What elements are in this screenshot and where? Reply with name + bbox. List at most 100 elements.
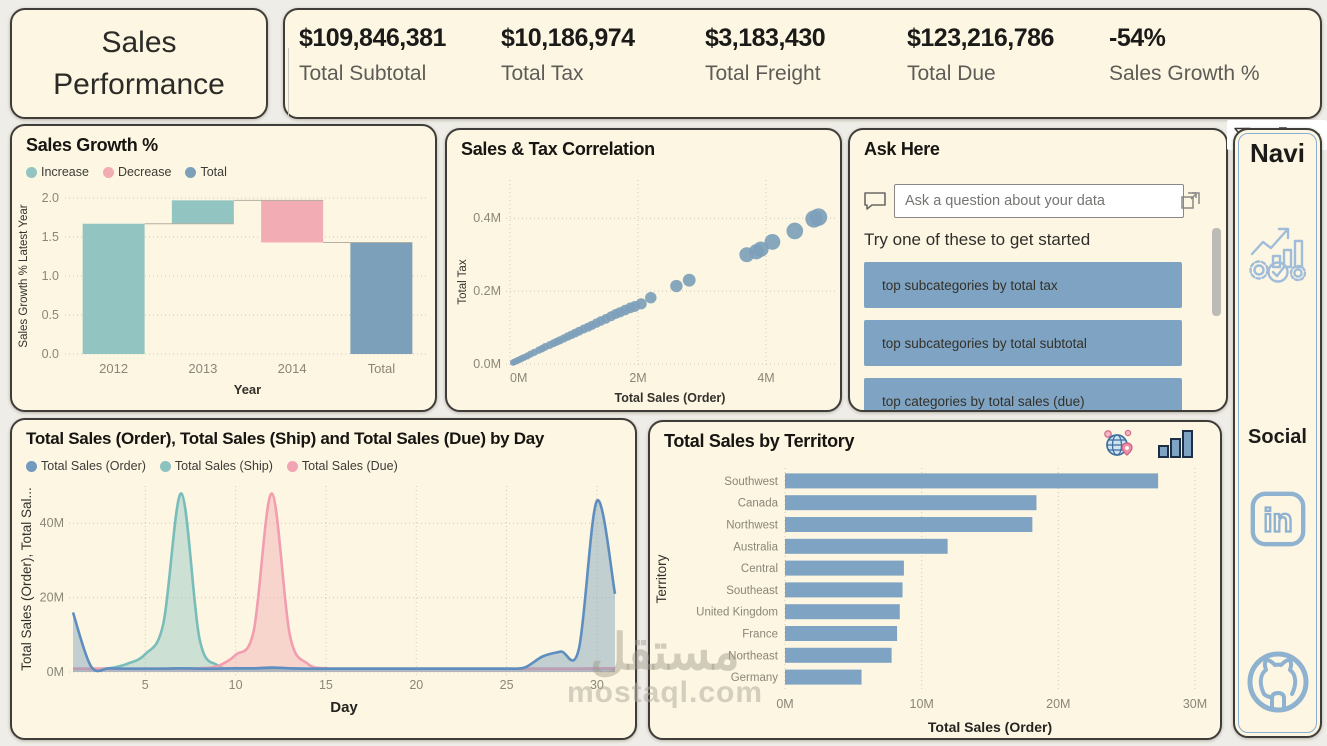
kpi-total-due: $123,216,786 Total Due — [907, 24, 1107, 86]
legend-label: Increase — [41, 165, 89, 179]
qa-question-input[interactable] — [894, 184, 1184, 218]
svg-text:Sales Growth % Latest Year: Sales Growth % Latest Year — [18, 204, 30, 347]
scatter-panel: Sales & Tax Correlation 0M 2M 4M 0.0M 0.2M 0.… — [445, 128, 842, 412]
svg-text:0M: 0M — [47, 665, 64, 679]
qa-suggestion-button[interactable]: top categories by total sales (due) — [864, 378, 1182, 410]
svg-text:Northeast: Northeast — [728, 650, 779, 662]
kpi-label: Sales Growth % — [1109, 62, 1260, 85]
panel-title: Total Sales (Order), Total Sales (Ship) … — [26, 429, 545, 448]
kpi-label: Total Subtotal — [299, 62, 427, 85]
svg-text:1.0: 1.0 — [42, 269, 59, 283]
kpi-label: Total Freight — [705, 62, 821, 85]
github-icon[interactable] — [1244, 648, 1312, 716]
linkedin-icon[interactable]: in — [1247, 488, 1309, 550]
panel-title: Sales Growth % — [26, 135, 158, 155]
svg-text:2012: 2012 — [99, 361, 128, 376]
qa-suggestion-button[interactable]: top subcategories by total tax — [864, 262, 1182, 308]
legend-label: Decrease — [117, 165, 172, 179]
qa-suggestion-button[interactable]: top subcategories by total subtotal — [864, 320, 1182, 366]
legend-label: Total Sales (Due) — [301, 459, 398, 473]
legend-label: Total — [200, 165, 227, 179]
svg-text:10: 10 — [229, 678, 243, 692]
svg-text:0M: 0M — [510, 371, 527, 385]
legend-item[interactable]: Increase — [26, 165, 89, 179]
svg-text:France: France — [742, 629, 778, 641]
svg-text:15: 15 — [319, 678, 333, 692]
kpi-card: $109,846,381 Total Subtotal $10,186,974 … — [283, 8, 1322, 119]
kpi-value: $3,183,430 — [705, 24, 826, 52]
svg-text:0.5: 0.5 — [42, 308, 59, 322]
svg-text:10M: 10M — [910, 697, 934, 711]
qa-suggestion-label: top subcategories by total subtotal — [882, 335, 1087, 351]
waterfall-legend: Increase Decrease Total — [26, 165, 227, 179]
day-chart[interactable]: 5 10 15 20 25 30 0M 20M 40M Day Total Sales (Order… — [15, 480, 634, 736]
svg-text:Total Sales (Order), Total Sal: Total Sales (Order), Total Sal... — [19, 487, 34, 671]
svg-text:Southwest: Southwest — [724, 476, 779, 488]
svg-text:2014: 2014 — [278, 361, 307, 376]
svg-text:30M: 30M — [1183, 697, 1207, 711]
legend-label: Total Sales (Ship) — [174, 459, 273, 473]
svg-text:2.0: 2.0 — [42, 191, 59, 205]
speech-bubble-icon — [864, 192, 886, 210]
due-dot-icon — [286, 460, 298, 472]
legend-item[interactable]: Total Sales (Ship) — [159, 459, 273, 473]
bar-chart-icon[interactable] — [1156, 428, 1196, 460]
svg-text:Australia: Australia — [733, 541, 778, 553]
svg-text:Germany: Germany — [731, 672, 779, 684]
nav-title: Navi — [1250, 138, 1305, 168]
kpi-value: $123,216,786 — [907, 24, 1054, 52]
svg-text:0.4M: 0.4M — [473, 211, 501, 225]
social-label: Social — [1248, 426, 1307, 448]
svg-text:Total: Total — [368, 361, 396, 376]
qa-suggestion-label: top categories by total sales (due) — [882, 393, 1085, 409]
title-card: Sales Performance — [10, 8, 268, 119]
svg-text:Total Tax: Total Tax — [457, 259, 469, 304]
kpi-total-subtotal: $109,846,381 Total Subtotal — [299, 24, 499, 86]
kpi-total-tax: $10,186,974 Total Tax — [501, 24, 701, 86]
territory-chart[interactable]: 0M 10M 20M 30M Southwest Canada Northwest Austr… — [652, 464, 1218, 736]
qa-helper-text: Try one of these to get started — [864, 230, 1091, 249]
order-dot-icon — [26, 460, 37, 472]
svg-text:United Kingdom: United Kingdom — [696, 607, 778, 619]
kpi-label: Total Due — [907, 62, 996, 85]
kpi-label: Total Tax — [501, 62, 584, 85]
waterfall-chart[interactable]: 0.0 0.5 1.0 1.5 2.0 2012 2013 2014 Total Year Sale… — [13, 184, 436, 410]
svg-text:Total Sales (Order): Total Sales (Order) — [615, 391, 726, 405]
qa-scrollbar-thumb[interactable] — [1212, 228, 1221, 316]
svg-text:0.0M: 0.0M — [473, 357, 501, 371]
legend-item[interactable]: Decrease — [102, 165, 172, 179]
nav-panel: Navi Social in — [1233, 128, 1322, 738]
panel-title: Sales & Tax Correlation — [461, 139, 655, 159]
legend-item[interactable]: Total — [185, 165, 227, 179]
svg-text:Canada: Canada — [738, 498, 779, 510]
ship-dot-icon — [159, 460, 171, 472]
day-chart-legend: Total Sales (Order) Total Sales (Ship) T… — [26, 459, 398, 473]
kpi-value: $109,846,381 — [299, 24, 446, 52]
svg-text:20: 20 — [409, 678, 423, 692]
total-dot-icon — [185, 166, 197, 178]
svg-text:Central: Central — [741, 563, 778, 575]
svg-text:Day: Day — [330, 699, 358, 716]
panel-title: Ask Here — [864, 139, 940, 159]
svg-text:2M: 2M — [629, 371, 646, 385]
scatter-chart[interactable]: 0M 2M 4M 0.0M 0.2M 0.4M Total Sales (Order) Tot… — [448, 164, 841, 410]
kpi-value: $10,186,974 — [501, 24, 635, 52]
sales-growth-panel: Sales Growth % Increase Decrease Total 0… — [10, 124, 437, 412]
svg-text:20M: 20M — [40, 591, 64, 605]
increase-dot-icon — [26, 166, 37, 178]
page-title: Sales Performance — [53, 25, 225, 101]
kpi-value: -54% — [1109, 24, 1166, 52]
kpi-divider — [288, 48, 289, 116]
svg-text:40M: 40M — [40, 516, 64, 530]
open-visual-icon[interactable] — [1180, 190, 1202, 210]
legend-item[interactable]: Total Sales (Due) — [286, 459, 398, 473]
svg-text:Territory: Territory — [654, 554, 669, 603]
analytics-icon[interactable] — [1246, 218, 1310, 286]
legend-item[interactable]: Total Sales (Order) — [26, 459, 146, 473]
svg-text:20M: 20M — [1046, 697, 1070, 711]
svg-text:Northwest: Northwest — [726, 520, 779, 532]
svg-text:5: 5 — [142, 678, 149, 692]
svg-text:2013: 2013 — [188, 361, 217, 376]
svg-text:1.5: 1.5 — [42, 230, 59, 244]
territory-panel: Total Sales by Territory 0M 10M 20M 30M Sout… — [648, 420, 1222, 740]
